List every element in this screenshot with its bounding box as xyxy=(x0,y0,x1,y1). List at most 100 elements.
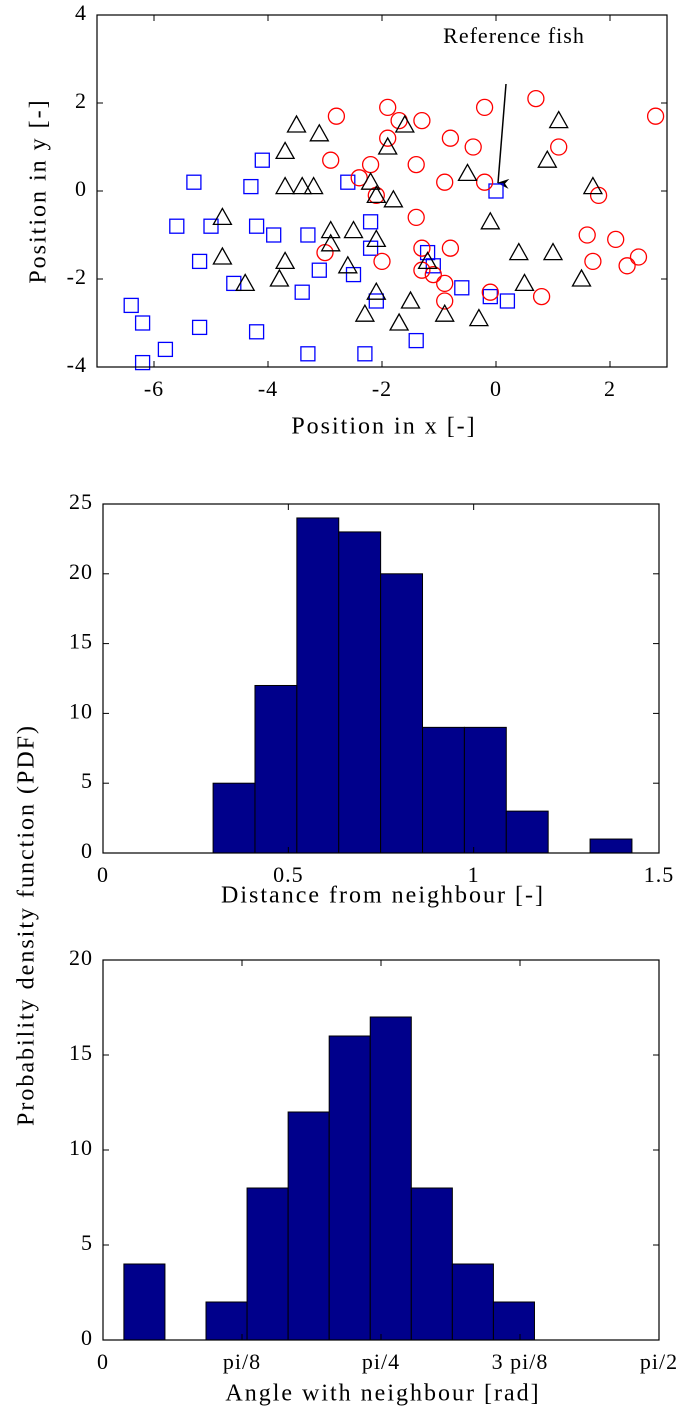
square-marker xyxy=(368,293,384,309)
y-tick-label: 15 xyxy=(69,629,93,654)
square-marker xyxy=(408,332,424,349)
circle-marker xyxy=(436,292,454,310)
square-marker xyxy=(300,346,316,362)
square-marker xyxy=(123,297,139,314)
triangle-marker xyxy=(388,312,410,331)
triangle-marker xyxy=(360,171,381,190)
x-axis-label: Distance from neighbour [-] xyxy=(221,883,545,909)
y-tick-label: 0 xyxy=(75,176,87,201)
triangle-marker xyxy=(212,246,233,265)
circle-marker xyxy=(584,252,602,271)
x-tick-label: -2 xyxy=(372,376,392,401)
y-tick-label: 0 xyxy=(81,1325,93,1350)
square-marker xyxy=(357,346,373,362)
circle-marker xyxy=(646,107,665,125)
histogram-bar xyxy=(451,1263,494,1341)
circle-marker xyxy=(607,230,625,249)
triangle-marker xyxy=(508,242,529,261)
circle-marker xyxy=(589,186,608,205)
square-marker xyxy=(134,315,151,331)
histogram-bar xyxy=(287,1111,330,1341)
histogram-bar xyxy=(328,1035,371,1341)
square-marker xyxy=(191,319,208,336)
square-marker xyxy=(186,174,202,190)
histogram-bar xyxy=(369,1016,412,1341)
square-marker xyxy=(454,280,470,296)
annotation: Reference fish xyxy=(443,23,585,48)
square-marker xyxy=(226,275,242,292)
x-tick-label: pi/4 xyxy=(362,1349,400,1374)
square-marker xyxy=(345,266,362,283)
triangle-marker xyxy=(354,303,376,322)
triangle-marker xyxy=(337,255,358,274)
y-tick-label: 4 xyxy=(75,0,87,25)
y-axis-label: Probability density function (PDF) xyxy=(14,724,40,1126)
y-tick-label: 10 xyxy=(69,1135,93,1160)
circle-marker xyxy=(350,169,368,187)
circle-marker xyxy=(475,98,494,117)
circle-marker xyxy=(316,243,334,262)
y-tick-label: 2 xyxy=(75,88,87,113)
triangle-marker xyxy=(274,251,296,270)
circle-marker xyxy=(373,252,391,271)
circle-marker xyxy=(407,155,425,174)
square-marker xyxy=(294,284,310,300)
x-tick-label: 0 xyxy=(97,1349,109,1374)
circle-marker xyxy=(322,151,340,169)
triangle-marker xyxy=(366,281,387,300)
circle-marker xyxy=(629,248,648,266)
y-tick-label: 15 xyxy=(69,1040,93,1065)
square-marker xyxy=(169,218,185,234)
circle-marker xyxy=(413,111,431,130)
square-marker xyxy=(248,324,265,340)
y-axis-label: Position in y [-] xyxy=(26,98,52,283)
circle-marker xyxy=(413,261,431,279)
triangle-marker xyxy=(303,176,324,195)
circle-marker xyxy=(327,107,346,125)
triangle-marker xyxy=(400,290,421,309)
axes-box xyxy=(96,14,668,368)
x-tick-label: -4 xyxy=(258,376,278,401)
triangle-marker xyxy=(514,273,535,292)
square-marker xyxy=(248,218,265,234)
square-marker xyxy=(203,218,219,234)
triangle-marker xyxy=(235,273,256,292)
triangle-marker xyxy=(582,176,604,195)
triangle-marker xyxy=(468,308,490,327)
square-marker xyxy=(191,253,208,270)
histogram-bar xyxy=(589,838,633,854)
y-tick-label: 25 xyxy=(69,489,93,514)
y-tick-label: 20 xyxy=(69,945,93,970)
x-tick-label: 3 pi/8 xyxy=(492,1349,549,1374)
y-tick-label: 5 xyxy=(81,1230,93,1255)
histogram-bar xyxy=(380,573,424,854)
circle-marker xyxy=(379,98,397,117)
triangle-marker xyxy=(457,163,478,182)
circle-marker xyxy=(436,173,454,191)
x-tick-label: 2 xyxy=(604,376,616,401)
histogram-bar xyxy=(492,1301,535,1341)
triangle-marker xyxy=(212,207,233,226)
histogram-bar xyxy=(254,684,298,854)
x-tick-label: 0 xyxy=(97,862,109,887)
axes-box xyxy=(102,503,660,854)
annotation-arrow xyxy=(497,83,510,189)
square-marker xyxy=(254,152,270,168)
x-tick-label: -6 xyxy=(144,376,164,401)
y-tick-label: 0 xyxy=(81,838,93,863)
histogram-bar xyxy=(246,1187,289,1341)
x-tick-label: 1.5 xyxy=(644,862,675,887)
triangle-marker xyxy=(366,185,387,204)
triangle-marker xyxy=(383,189,404,208)
circle-marker xyxy=(532,287,551,306)
histogram-bar xyxy=(505,810,549,854)
square-marker xyxy=(482,288,498,305)
square-marker xyxy=(134,354,151,371)
triangle-marker xyxy=(343,220,364,239)
square-marker xyxy=(425,258,441,274)
histogram-bar xyxy=(212,782,256,854)
histogram-bar xyxy=(338,531,382,854)
circle-marker xyxy=(475,173,494,191)
